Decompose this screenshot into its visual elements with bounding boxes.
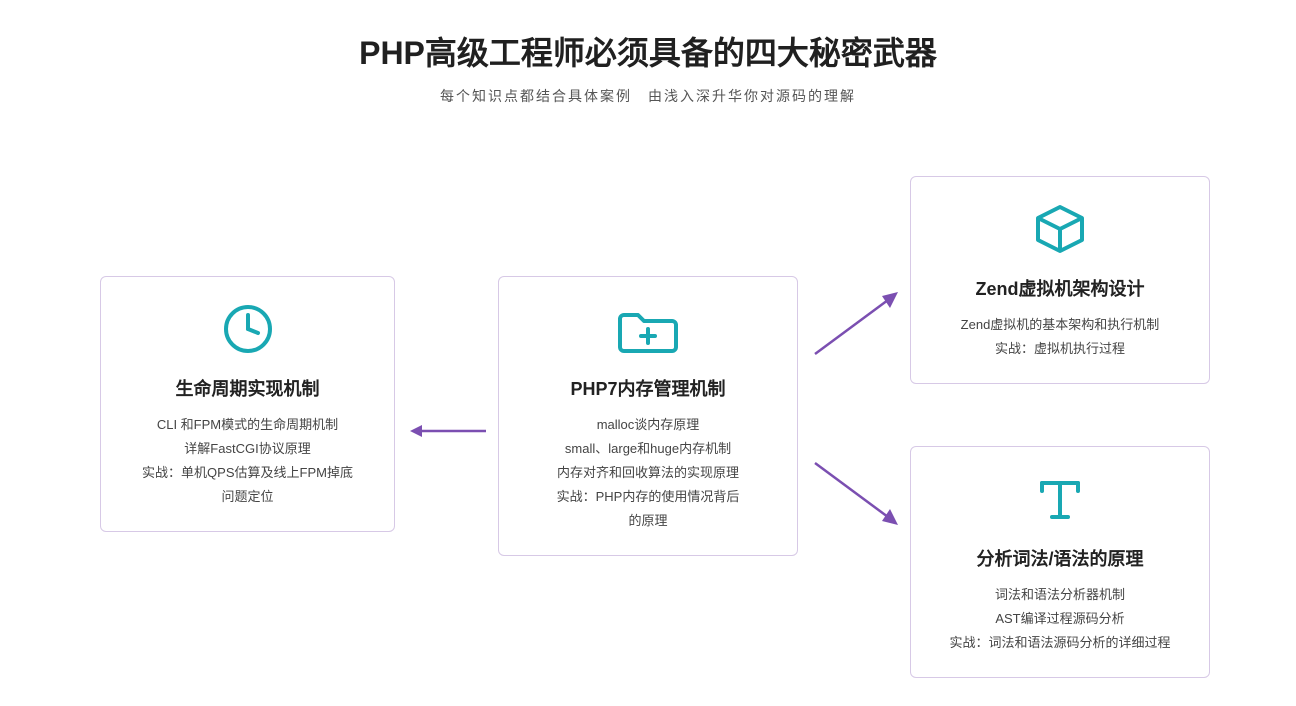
card-line: 词法和语法分析器机制	[929, 583, 1191, 607]
card-line: Zend虚拟机的基本架构和执行机制	[929, 313, 1191, 337]
card-lexer-parser: 分析词法/语法的原理 词法和语法分析器机制 AST编译过程源码分析 实战：词法和…	[910, 446, 1210, 678]
card-line: 实战：PHP内存的使用情况背后	[517, 485, 779, 509]
card-line: 的原理	[517, 509, 779, 533]
arrow-up-right	[810, 286, 905, 361]
card-title: PHP7内存管理机制	[517, 375, 779, 401]
arrow-down-right	[810, 456, 905, 531]
text-t-icon	[929, 471, 1191, 527]
card-zend-vm: Zend虚拟机架构设计 Zend虚拟机的基本架构和执行机制 实战：虚拟机执行过程	[910, 176, 1210, 384]
card-lifecycle: 生命周期实现机制 CLI 和FPM模式的生命周期机制 详解FastCGI协议原理…	[100, 276, 395, 532]
card-line: AST编译过程源码分析	[929, 607, 1191, 631]
card-title: 分析词法/语法的原理	[929, 545, 1191, 571]
cube-icon	[929, 201, 1191, 257]
card-line: 问题定位	[119, 485, 376, 509]
card-line: CLI 和FPM模式的生命周期机制	[119, 413, 376, 437]
card-line: malloc谈内存原理	[517, 413, 779, 437]
folder-plus-icon	[517, 301, 779, 357]
clock-icon	[119, 301, 376, 357]
card-line: 实战：虚拟机执行过程	[929, 337, 1191, 361]
diagram-canvas: 生命周期实现机制 CLI 和FPM模式的生命周期机制 详解FastCGI协议原理…	[0, 146, 1296, 706]
card-memory: PHP7内存管理机制 malloc谈内存原理 small、large和huge内…	[498, 276, 798, 556]
page-subtitle: 每个知识点都结合具体案例 由浅入深升华你对源码的理解	[0, 86, 1296, 106]
card-line: small、large和huge内存机制	[517, 437, 779, 461]
header: PHP高级工程师必须具备的四大秘密武器 每个知识点都结合具体案例 由浅入深升华你…	[0, 0, 1296, 106]
card-title: 生命周期实现机制	[119, 375, 376, 401]
page-title: PHP高级工程师必须具备的四大秘密武器	[0, 28, 1296, 74]
card-title: Zend虚拟机架构设计	[929, 275, 1191, 301]
card-line: 详解FastCGI协议原理	[119, 437, 376, 461]
card-line: 内存对齐和回收算法的实现原理	[517, 461, 779, 485]
arrow-left	[408, 421, 488, 441]
card-line: 实战：单机QPS估算及线上FPM掉底	[119, 461, 376, 485]
card-line: 实战：词法和语法源码分析的详细过程	[929, 631, 1191, 655]
